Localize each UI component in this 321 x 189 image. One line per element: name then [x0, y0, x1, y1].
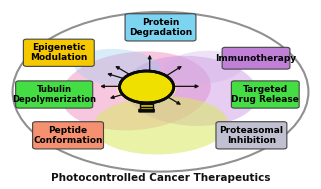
Ellipse shape	[93, 96, 228, 154]
Ellipse shape	[125, 56, 258, 126]
FancyBboxPatch shape	[216, 122, 287, 149]
Text: Immunotherapy: Immunotherapy	[215, 54, 297, 63]
Text: Proteasomal
Inhibition: Proteasomal Inhibition	[220, 126, 283, 145]
FancyBboxPatch shape	[23, 39, 94, 66]
Text: Photocontrolled Cancer Therapeutics: Photocontrolled Cancer Therapeutics	[51, 173, 270, 183]
Ellipse shape	[164, 51, 243, 84]
Text: Protein
Degradation: Protein Degradation	[129, 18, 192, 37]
Ellipse shape	[13, 12, 308, 172]
FancyBboxPatch shape	[139, 109, 155, 112]
Text: Peptide
Conformation: Peptide Conformation	[33, 126, 103, 145]
FancyBboxPatch shape	[140, 104, 153, 107]
FancyBboxPatch shape	[231, 81, 299, 108]
FancyBboxPatch shape	[222, 47, 290, 69]
Text: Epigenetic
Modulation: Epigenetic Modulation	[30, 43, 88, 62]
FancyBboxPatch shape	[125, 14, 196, 41]
Ellipse shape	[117, 72, 177, 104]
FancyBboxPatch shape	[140, 101, 153, 104]
Text: Targeted
Drug Release: Targeted Drug Release	[231, 85, 299, 104]
FancyBboxPatch shape	[140, 107, 153, 110]
Text: Tubulin
Depolymerization: Tubulin Depolymerization	[12, 85, 96, 104]
Circle shape	[119, 71, 174, 103]
Ellipse shape	[74, 49, 160, 86]
FancyBboxPatch shape	[33, 122, 103, 149]
FancyBboxPatch shape	[16, 81, 93, 108]
Ellipse shape	[61, 51, 211, 130]
